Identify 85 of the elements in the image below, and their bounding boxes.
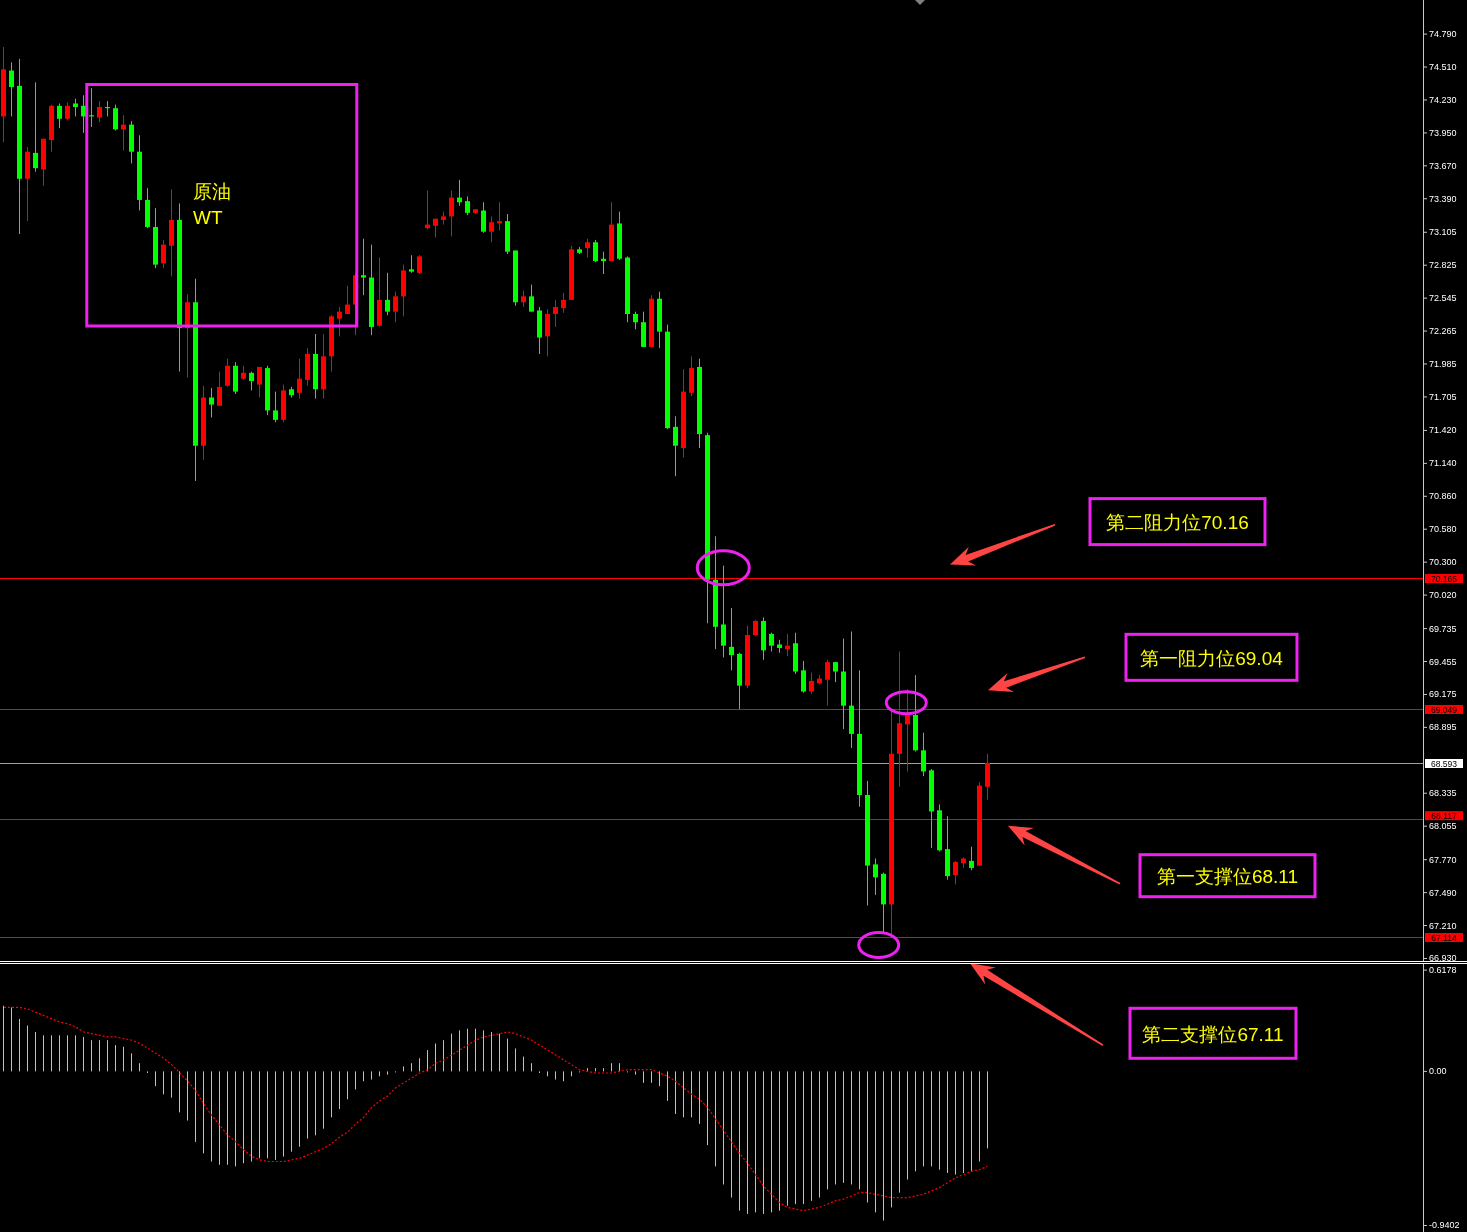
y-tick-label: 74.790 (1429, 29, 1457, 40)
candlestick (225, 358, 230, 388)
annotation: 第一阻力位69.04 (1140, 647, 1284, 669)
candlestick (561, 292, 566, 314)
annotation: WT (193, 207, 223, 228)
y-tick-label: 70.300 (1429, 557, 1457, 568)
candlestick (33, 81, 38, 173)
ref-line-label: 68.593 (1431, 758, 1458, 769)
candlestick (953, 860, 958, 885)
y-tick-label: 68.895 (1429, 722, 1457, 733)
candlestick (545, 308, 550, 357)
y-tick-label: 69.455 (1429, 656, 1457, 667)
ref-line-label: 69.049 (1431, 704, 1458, 715)
y-tick-label: 71.420 (1429, 425, 1457, 436)
candlestick (529, 284, 534, 313)
candlestick (481, 201, 486, 234)
y-tick-label: 70.020 (1429, 590, 1457, 601)
ref-line-label: 68.117 (1431, 810, 1457, 821)
candlestick (729, 607, 734, 671)
y-tick-label: 66.930 (1429, 953, 1457, 964)
annotation: 第一支撑位68.11 (1156, 866, 1299, 888)
y-tick-label: 68.335 (1429, 788, 1457, 799)
candlestick (417, 254, 422, 275)
y-tick-label: 74.510 (1429, 62, 1457, 73)
candlestick (297, 358, 302, 400)
y-tick-label: 69.175 (1429, 689, 1457, 700)
y-tick-label: 0.6178 (1429, 965, 1457, 976)
candlestick (161, 239, 166, 269)
y-tick-label: 72.545 (1429, 293, 1457, 304)
candlestick (825, 659, 830, 707)
y-tick-label: 71.140 (1429, 458, 1457, 469)
candlestick (385, 272, 390, 316)
candlestick (489, 215, 494, 243)
y-tick-label: 72.825 (1429, 260, 1457, 271)
y-tick-label: 73.390 (1429, 193, 1457, 204)
line-series (3, 1006, 988, 1212)
candlestick (393, 291, 398, 323)
candlestick (721, 565, 726, 658)
candlestick (769, 632, 774, 653)
candlestick (249, 371, 254, 391)
candlestick (553, 299, 558, 328)
y-tick-label: 69.735 (1429, 623, 1457, 634)
candlestick (57, 102, 62, 129)
candlestick (465, 195, 470, 216)
annotation: 第二阻力位70.16 (1106, 512, 1249, 534)
y-tick-label: 70.580 (1429, 524, 1457, 535)
y-tick-label: 73.670 (1429, 160, 1457, 171)
y-tick-label: 68.055 (1429, 821, 1457, 832)
annotation: 原油 (193, 181, 231, 202)
candlestick (217, 371, 222, 407)
annotation: 第二支撑位67.11 (1142, 1023, 1284, 1045)
y-tick-label: 74.230 (1429, 94, 1457, 105)
y-tick-label: 0.00 (1429, 1066, 1447, 1077)
candlestick (113, 104, 118, 132)
candlestick (809, 672, 814, 695)
candlestick (593, 239, 598, 263)
candlestick (873, 858, 878, 896)
candlestick (585, 238, 590, 259)
y-tick-label: 73.950 (1429, 127, 1457, 138)
candlestick (345, 285, 350, 315)
candlestick (97, 100, 102, 123)
candlestick (985, 753, 990, 801)
candlestick (921, 732, 926, 777)
candlestick (257, 366, 262, 398)
ref-line-label: 67.114 (1431, 932, 1457, 943)
candlestick (361, 238, 366, 296)
y-tick-label: 67.490 (1429, 887, 1457, 898)
candlestick (801, 660, 806, 694)
candlestick (833, 661, 838, 683)
candlestick (673, 415, 678, 477)
y-tick-label: 71.705 (1429, 391, 1457, 402)
ref-line-label: 70.165 (1431, 573, 1458, 584)
candlestick (449, 190, 454, 237)
y-tick-label: 70.860 (1429, 491, 1457, 502)
y-tick-label: 72.265 (1429, 326, 1457, 337)
candlestick (209, 387, 214, 418)
y-tick-label: 73.105 (1429, 227, 1457, 238)
y-tick-label: 71.985 (1429, 358, 1457, 369)
candlestick (337, 306, 342, 337)
y-tick-label: 67.210 (1429, 920, 1457, 931)
y-tick-label: 67.770 (1429, 854, 1457, 865)
y-tick-label: -0.9402 (1429, 1220, 1460, 1231)
candlestick (969, 846, 974, 871)
candlestick (9, 61, 14, 117)
candlestick (273, 391, 278, 423)
